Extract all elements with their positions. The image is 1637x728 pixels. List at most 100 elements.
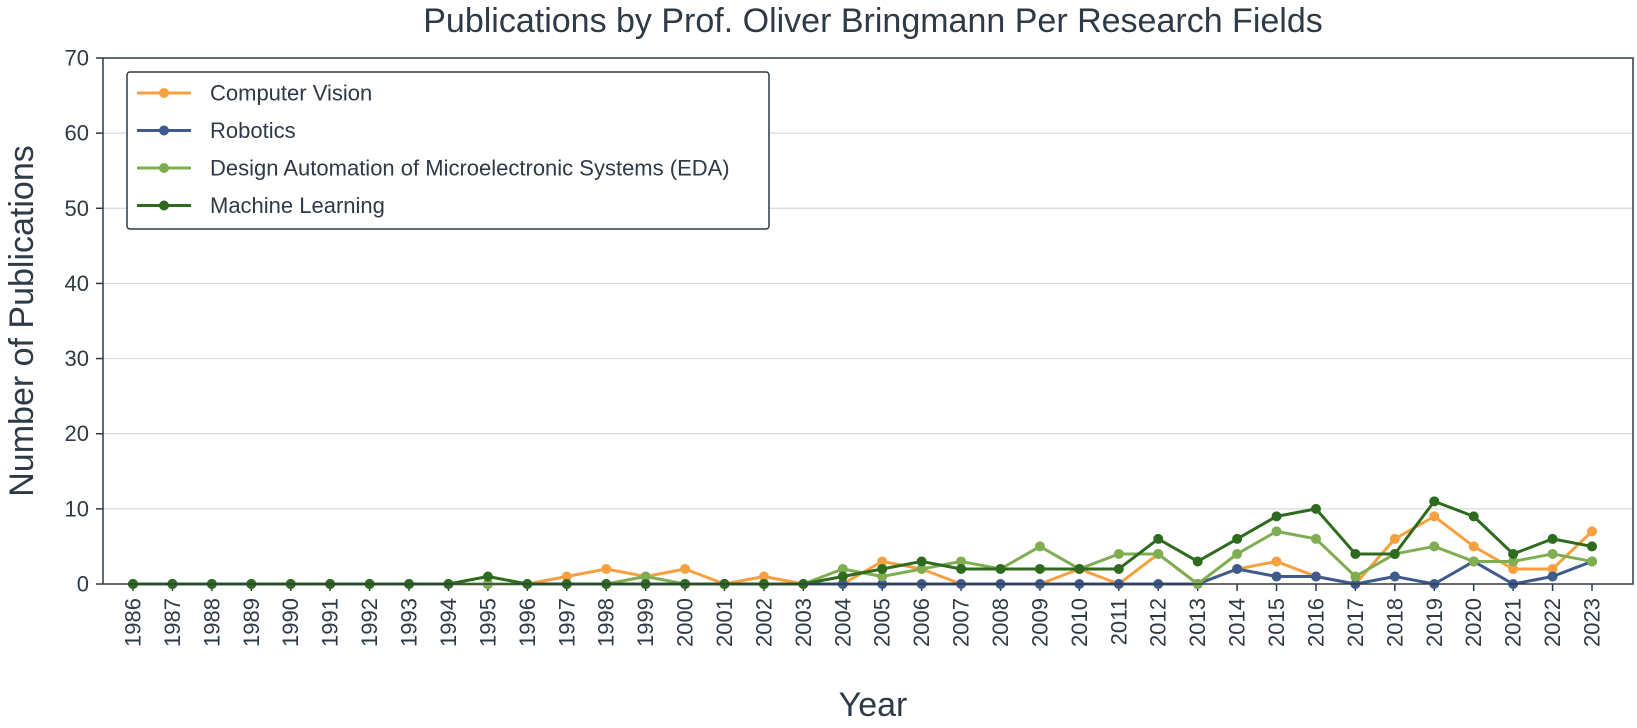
x-tick-label: 2009 xyxy=(1027,598,1052,647)
data-point xyxy=(1350,548,1361,559)
data-point xyxy=(877,571,888,582)
x-tick-label: 1992 xyxy=(357,598,382,647)
y-tick-label: 20 xyxy=(65,421,89,446)
x-tick-label: 2006 xyxy=(909,598,934,647)
data-point xyxy=(1547,571,1558,582)
data-point xyxy=(561,571,572,582)
x-tick-label: 2012 xyxy=(1146,598,1171,647)
x-tick-label: 2001 xyxy=(712,598,737,647)
legend: Computer Vision Robotics Design Automation… xyxy=(126,71,770,230)
data-point xyxy=(1547,548,1558,559)
data-point xyxy=(837,563,848,574)
data-point xyxy=(1468,511,1479,522)
series-line xyxy=(133,499,1593,586)
x-tick-label: 2023 xyxy=(1580,598,1605,647)
x-tick-label: 2003 xyxy=(791,598,816,647)
data-point xyxy=(1389,533,1400,544)
y-tick-label: 50 xyxy=(65,196,89,221)
data-point xyxy=(1232,533,1243,544)
x-tick-label: 1994 xyxy=(436,598,461,647)
x-tick-label: 2016 xyxy=(1303,598,1328,647)
x-tick-label: 1989 xyxy=(239,598,264,647)
data-point xyxy=(1153,533,1164,544)
data-point xyxy=(1271,511,1282,522)
data-point xyxy=(601,563,612,574)
data-point xyxy=(1429,541,1440,552)
data-point xyxy=(680,563,691,574)
x-tick-label: 2002 xyxy=(751,598,776,647)
x-tick-label: 2005 xyxy=(870,598,895,647)
data-point xyxy=(1508,563,1519,574)
data-point xyxy=(1310,571,1321,582)
data-point xyxy=(1271,556,1282,567)
data-point xyxy=(1389,571,1400,582)
data-point xyxy=(1429,511,1440,522)
data-point xyxy=(916,556,927,567)
x-tick-label: 1993 xyxy=(397,598,422,647)
plot-frame xyxy=(102,57,1634,585)
y-tick-label: 60 xyxy=(65,121,89,146)
legend-item: Design Automation of Microelectronic Sys… xyxy=(137,156,730,181)
x-tick-label: 2007 xyxy=(949,598,974,647)
x-tick-label: 1987 xyxy=(160,598,185,647)
data-point xyxy=(640,571,651,582)
series-machine-learning xyxy=(128,496,1597,589)
legend-swatch-marker xyxy=(159,125,169,136)
x-tick-label: 1995 xyxy=(475,598,500,647)
x-tick-label: 1997 xyxy=(554,598,579,647)
data-point xyxy=(1547,563,1558,574)
data-point xyxy=(1034,541,1045,552)
data-point xyxy=(956,556,967,567)
data-point xyxy=(1508,556,1519,567)
data-point xyxy=(1310,533,1321,544)
legend-label: Design Automation of Microelectronic Sys… xyxy=(210,156,730,181)
legend-swatch-marker xyxy=(159,88,169,98)
x-tick-label: 2018 xyxy=(1382,598,1407,647)
legend-swatch-marker xyxy=(159,200,169,211)
y-tick-label: 30 xyxy=(65,346,89,371)
y-tick-label: 10 xyxy=(65,496,89,521)
x-axis-ticks: 1986 1987 1988 1989 1990 1991 1992 1993 1994 1995… xyxy=(121,584,1605,647)
x-tick-label: 1998 xyxy=(594,598,619,647)
x-tick-label: 2022 xyxy=(1540,598,1565,647)
x-tick-label: 1991 xyxy=(318,598,343,647)
data-point xyxy=(758,571,769,582)
legend-label: Machine Learning xyxy=(210,193,385,218)
data-point xyxy=(1113,563,1124,574)
y-axis-ticks: 0 10 20 30 40 50 60 70 xyxy=(65,46,103,597)
legend-label: Computer Vision xyxy=(210,81,372,106)
legend-item: Robotics xyxy=(137,118,296,143)
x-tick-label: 2019 xyxy=(1422,598,1447,647)
data-point xyxy=(1468,556,1479,567)
data-point xyxy=(1429,496,1440,507)
data-point xyxy=(1587,556,1597,567)
series-computer-vision xyxy=(128,511,1597,589)
data-point xyxy=(837,571,848,582)
x-tick-label: 2013 xyxy=(1185,598,1210,647)
data-point xyxy=(956,563,967,574)
data-point xyxy=(1587,541,1597,552)
x-tick-label: 2020 xyxy=(1461,598,1486,647)
y-tick-label: 40 xyxy=(65,271,89,296)
data-point xyxy=(916,563,927,574)
x-tick-label: 2010 xyxy=(1067,598,1092,647)
x-tick-label: 2008 xyxy=(988,598,1013,647)
series-line xyxy=(133,529,1593,586)
data-point xyxy=(1310,503,1321,514)
x-tick-label: 1988 xyxy=(199,598,224,647)
x-axis-label: Year xyxy=(839,686,908,724)
data-point xyxy=(1350,571,1361,582)
data-point xyxy=(1587,526,1597,537)
x-tick-label: 1990 xyxy=(278,598,303,647)
x-tick-label: 2017 xyxy=(1343,598,1368,647)
y-tick-label: 70 xyxy=(65,46,89,71)
chart-title: Publications by Prof. Oliver Bringmann P… xyxy=(423,2,1323,40)
data-series xyxy=(128,496,1597,589)
data-point xyxy=(1547,533,1558,544)
data-point xyxy=(1153,548,1164,559)
x-tick-label: 2015 xyxy=(1264,598,1289,647)
data-point xyxy=(877,556,888,567)
legend-swatch-marker xyxy=(159,163,169,173)
data-point xyxy=(1389,548,1400,559)
x-tick-label: 2004 xyxy=(830,598,855,647)
